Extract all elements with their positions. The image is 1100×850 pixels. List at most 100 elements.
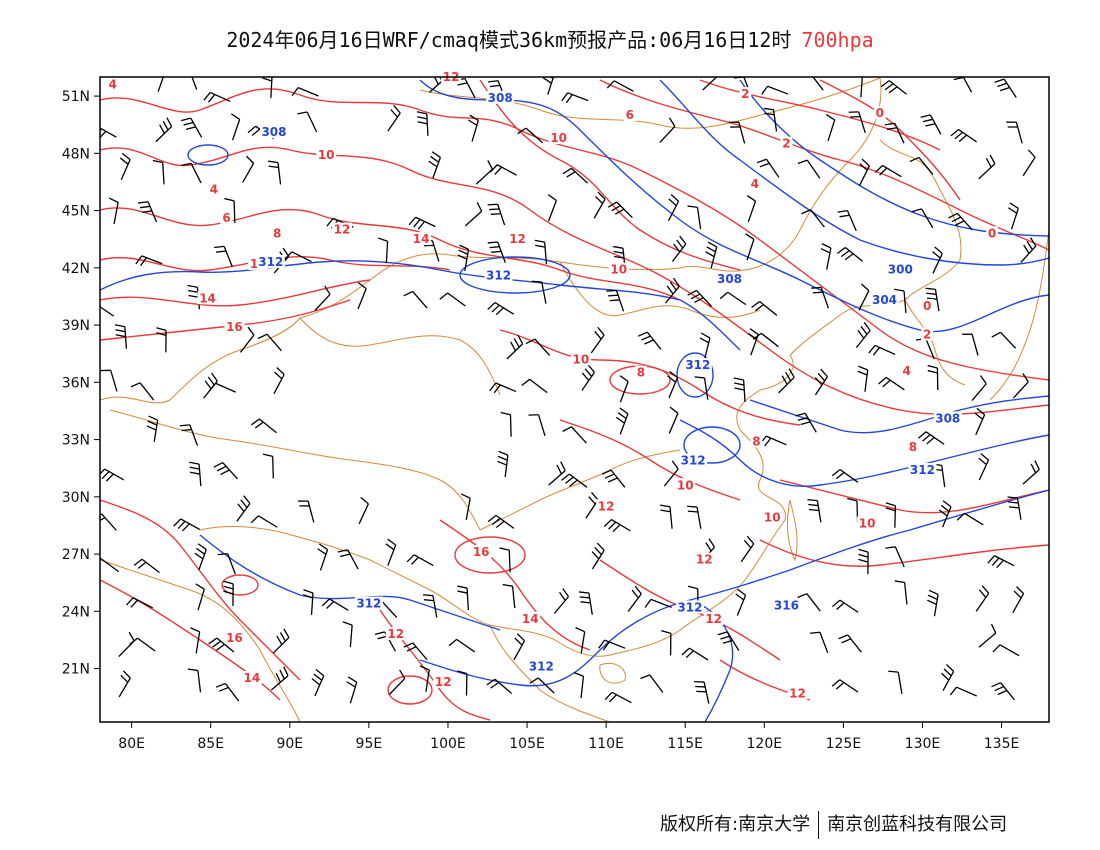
lon-tick-label: 95E xyxy=(356,736,383,752)
wind-barb xyxy=(152,159,165,185)
map-plot-area xyxy=(100,77,1049,722)
wind-barb xyxy=(615,407,629,435)
temperature-label: 12 xyxy=(696,553,713,567)
wind-barb xyxy=(974,407,986,436)
wind-barb xyxy=(389,669,406,695)
height-label: 312 xyxy=(258,255,283,269)
contour-label-bg xyxy=(224,630,245,644)
wind-barb xyxy=(756,158,780,178)
wind-barb xyxy=(661,630,672,656)
lon-tick-label: 100E xyxy=(430,736,466,752)
contour-label-bg xyxy=(900,363,913,377)
wind-barb xyxy=(860,77,863,98)
wind-barb xyxy=(100,468,125,482)
temperature-label: 10 xyxy=(318,148,335,162)
wind-barb xyxy=(932,246,943,274)
contour-label-bg xyxy=(331,222,352,236)
wind-barb xyxy=(763,107,778,132)
wind-barb xyxy=(795,412,817,433)
wind-barb xyxy=(598,639,626,651)
wind-barb xyxy=(1012,586,1025,614)
wind-barb xyxy=(100,558,120,573)
lon-tick-label: 110E xyxy=(588,736,624,752)
wind-barb xyxy=(971,375,987,401)
contour-label-bg xyxy=(739,87,752,101)
wind-barb xyxy=(468,114,479,142)
contour-label-bg xyxy=(679,453,708,467)
wind-barb xyxy=(640,674,664,693)
wind-barb xyxy=(667,370,679,399)
height-label: 308 xyxy=(488,91,513,105)
temperature-label: 4 xyxy=(108,78,116,92)
wind-barb xyxy=(809,631,829,654)
wind-barb xyxy=(702,77,718,91)
wind-barb xyxy=(717,631,740,651)
wind-barb xyxy=(925,287,940,312)
wind-barb xyxy=(517,127,543,144)
height-label: 312 xyxy=(529,660,554,674)
wind-barb xyxy=(497,450,509,478)
wind-barb xyxy=(262,453,274,479)
temp-contour xyxy=(100,207,681,301)
contour-label-bg xyxy=(748,176,761,190)
wind-barb xyxy=(593,191,606,219)
lat-tick-label: 27N xyxy=(62,547,90,563)
wind-barb xyxy=(956,512,984,526)
wind-barb xyxy=(561,92,589,104)
wind-barb xyxy=(321,598,349,611)
temp-contour xyxy=(779,479,1049,514)
wind-barb xyxy=(562,167,589,184)
hainan-island xyxy=(599,663,626,684)
india-region xyxy=(100,559,301,722)
temperature-label: 8 xyxy=(273,226,281,240)
lat-tick-label: 39N xyxy=(62,318,90,334)
temperature-label: 2 xyxy=(923,328,931,342)
contour-label-bg xyxy=(596,499,617,513)
wind-barb xyxy=(619,375,629,403)
wind-barb xyxy=(475,160,494,185)
wind-barb xyxy=(239,326,255,353)
wind-barb xyxy=(1020,237,1037,263)
map-frame xyxy=(99,76,1050,723)
qinghai-region xyxy=(299,317,501,396)
temperature-label: 4 xyxy=(902,364,910,378)
contour-label-bg xyxy=(675,600,704,614)
wind-barb xyxy=(298,500,315,523)
wind-barb xyxy=(644,598,672,608)
wind-barb xyxy=(108,197,119,225)
wind-barb xyxy=(138,201,158,223)
wind-barb xyxy=(831,468,859,483)
height-contour xyxy=(659,79,1049,266)
wind-barb xyxy=(814,368,828,396)
contour-label-bg xyxy=(548,130,569,144)
wind-barb xyxy=(387,104,401,132)
wind-barb xyxy=(439,292,466,307)
contour-label-bg xyxy=(608,262,629,276)
wind-barb xyxy=(733,77,749,89)
wind-barb xyxy=(868,344,896,356)
temp-contour xyxy=(759,539,1049,567)
temperature-label: 6 xyxy=(626,108,634,122)
height-label: 312 xyxy=(486,268,511,282)
wind-barb xyxy=(181,162,202,184)
lat-tick-label: 33N xyxy=(62,433,90,449)
wind-barb xyxy=(125,597,154,609)
wind-barb xyxy=(525,338,551,356)
wind-barb xyxy=(699,332,711,360)
temperature-label: 14 xyxy=(522,612,539,626)
wind-barb xyxy=(858,283,870,311)
contour-label-bg xyxy=(906,440,919,454)
contour-label-bg xyxy=(780,136,793,150)
wind-barb xyxy=(230,113,241,141)
taiwan-island xyxy=(787,499,798,562)
wind-barb xyxy=(987,555,1015,569)
height-contour xyxy=(739,79,1049,237)
wind-barb xyxy=(215,682,240,702)
wind-barb xyxy=(257,333,282,352)
wind-barb xyxy=(179,424,199,446)
wind-barb xyxy=(885,502,897,528)
company-text: 南京创蓝科技有限公司 xyxy=(827,814,1008,835)
wind-barb xyxy=(573,671,585,699)
height-label: 312 xyxy=(910,463,935,477)
